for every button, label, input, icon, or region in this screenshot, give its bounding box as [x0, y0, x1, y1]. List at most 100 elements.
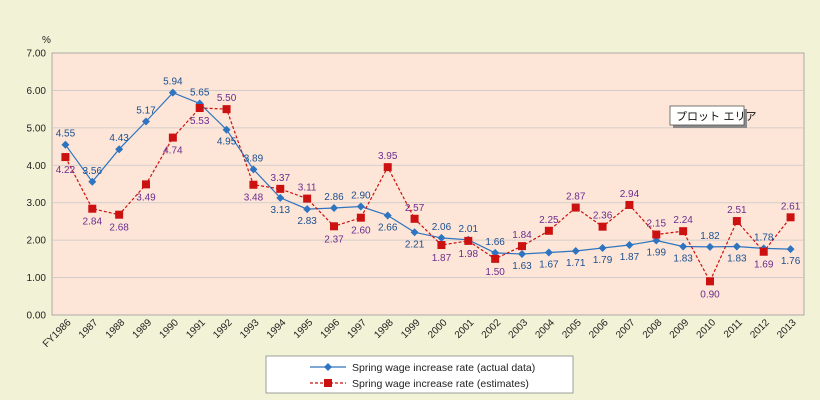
x-tick-label: 1987	[77, 317, 101, 341]
actual-data-label: 1.83	[673, 254, 693, 265]
estimate-data-label: 2.87	[566, 192, 586, 203]
actual-data-label: 3.56	[83, 166, 103, 177]
x-tick-label: 1998	[372, 317, 396, 341]
estimate-data-label: 5.50	[217, 93, 237, 104]
estimate-data-point	[303, 194, 312, 203]
tooltip-box	[669, 105, 745, 126]
actual-data-point	[303, 205, 312, 214]
actual-data-label: 1.82	[700, 231, 720, 242]
y-tick-label: 7.00	[27, 49, 47, 60]
x-tick-label: 2009	[668, 317, 692, 341]
actual-data-point	[249, 165, 258, 174]
estimate-series-line	[64, 107, 792, 283]
y-tick-label: 6.00	[27, 86, 47, 97]
actual-data-point	[571, 246, 580, 255]
x-tick-label: 2011	[722, 317, 745, 340]
actual-data-point	[786, 245, 795, 254]
estimate-data-label: 2.15	[647, 219, 667, 230]
estimate-data-point	[356, 213, 365, 222]
actual-data-point	[410, 228, 419, 237]
estimate-data-point	[625, 200, 634, 209]
estimate-data-label: 1.50	[485, 267, 505, 278]
estimate-data-point	[652, 230, 661, 239]
estimate-data-point	[222, 105, 231, 114]
estimate-data-label: 2.94	[620, 189, 640, 200]
actual-data-label: 5.94	[163, 77, 183, 88]
x-tick-label: 1993	[238, 317, 262, 341]
x-tick-label: 2004	[533, 317, 557, 341]
estimate-data-label: 2.57	[405, 203, 425, 214]
actual-data-point	[706, 242, 714, 251]
y-axis: 0.00 1.00 2.00 3.00 4.00 5.00 6.00 7.00	[27, 49, 47, 322]
y-axis-unit: %	[42, 35, 51, 46]
actual-data-label: 2.86	[324, 192, 344, 203]
actual-data-point	[544, 248, 553, 257]
estimate-data-point	[437, 241, 446, 250]
actual-data-point	[276, 193, 285, 202]
x-tick-label: 1995	[292, 317, 316, 341]
actual-data-label: 2.66	[378, 222, 398, 233]
x-tick-label: 2000	[426, 317, 450, 341]
actual-data-label: 1.87	[620, 252, 640, 263]
actual-data-label: 2.06	[432, 222, 452, 233]
estimate-data-point	[544, 226, 553, 235]
x-tick-label: 2003	[507, 317, 531, 341]
estimate-data-label: 3.49	[136, 192, 156, 203]
y-tick-label: 5.00	[27, 123, 47, 134]
estimate-data-label: 4.22	[56, 165, 76, 176]
x-tick-label: 1991	[184, 317, 208, 341]
x-tick-label: 1992	[211, 317, 235, 341]
estimate-data-point	[759, 247, 768, 256]
y-tick-label: 0.00	[27, 311, 47, 322]
estimate-data-label: 2.84	[83, 217, 103, 228]
y-tick-label: 4.00	[27, 161, 47, 172]
actual-data-point	[88, 177, 97, 186]
plot-area-tooltip: プロット エリア	[669, 105, 757, 128]
actual-data-point	[625, 241, 634, 250]
actual-data-label: 3.13	[271, 205, 291, 216]
actual-data-label: 1.78	[754, 232, 774, 243]
y-tick-label: 3.00	[27, 198, 47, 209]
estimate-data-point	[88, 204, 97, 213]
data-labels: 4.55 3.56 4.43 5.17 5.94 5.65 4.95 3.89 3.13 2.83…	[56, 77, 801, 301]
actual-data-label: 1.99	[647, 248, 667, 259]
x-tick-label: 1988	[104, 317, 128, 341]
actual-data-label: 1.71	[566, 258, 586, 269]
plot-area[interactable]	[51, 52, 805, 316]
legend-box	[265, 355, 574, 394]
actual-data-label: 1.79	[593, 255, 613, 266]
x-tick-label: 1990	[157, 317, 181, 341]
x-tick-label: 1989	[131, 317, 155, 341]
estimate-data-point	[142, 180, 150, 189]
legend-actual-label: Spring wage increase rate (actual data)	[352, 362, 535, 374]
actual-data-point	[679, 242, 688, 251]
estimate-data-label: 1.87	[432, 253, 452, 264]
x-tick-label: 2006	[587, 317, 611, 341]
y-tick-label: 2.00	[27, 236, 47, 247]
x-tick-label: 2013	[775, 317, 799, 341]
actual-data-point	[518, 249, 526, 258]
estimate-data-point	[383, 163, 392, 172]
estimate-data-point	[410, 214, 419, 223]
legend: Spring wage increase rate (actual data) …	[265, 355, 574, 394]
x-tick-label: FY1986	[41, 317, 74, 350]
estimate-data-point	[330, 222, 338, 231]
actual-data-label: 2.21	[405, 239, 425, 250]
actual-data-label: 4.43	[109, 133, 129, 144]
actual-series-line	[64, 91, 791, 255]
actual-data-label: 1.67	[539, 259, 559, 270]
y-tick-label: 1.00	[27, 273, 47, 284]
actual-data-label: 4.55	[56, 129, 76, 140]
x-tick-label: 1999	[399, 317, 423, 341]
estimate-data-point	[276, 184, 285, 193]
actual-data-point	[330, 203, 338, 212]
actual-data-label: 1.76	[781, 256, 801, 267]
estimate-data-label: 3.95	[378, 151, 398, 162]
estimate-data-point	[168, 133, 177, 142]
estimate-data-label: 2.36	[593, 211, 613, 222]
actual-data-label: 1.83	[727, 254, 747, 265]
actual-data-point	[168, 88, 177, 97]
x-tick-label: 1997	[345, 317, 369, 341]
actual-data-point	[142, 117, 150, 126]
tooltip-text: プロット エリア	[676, 110, 757, 123]
